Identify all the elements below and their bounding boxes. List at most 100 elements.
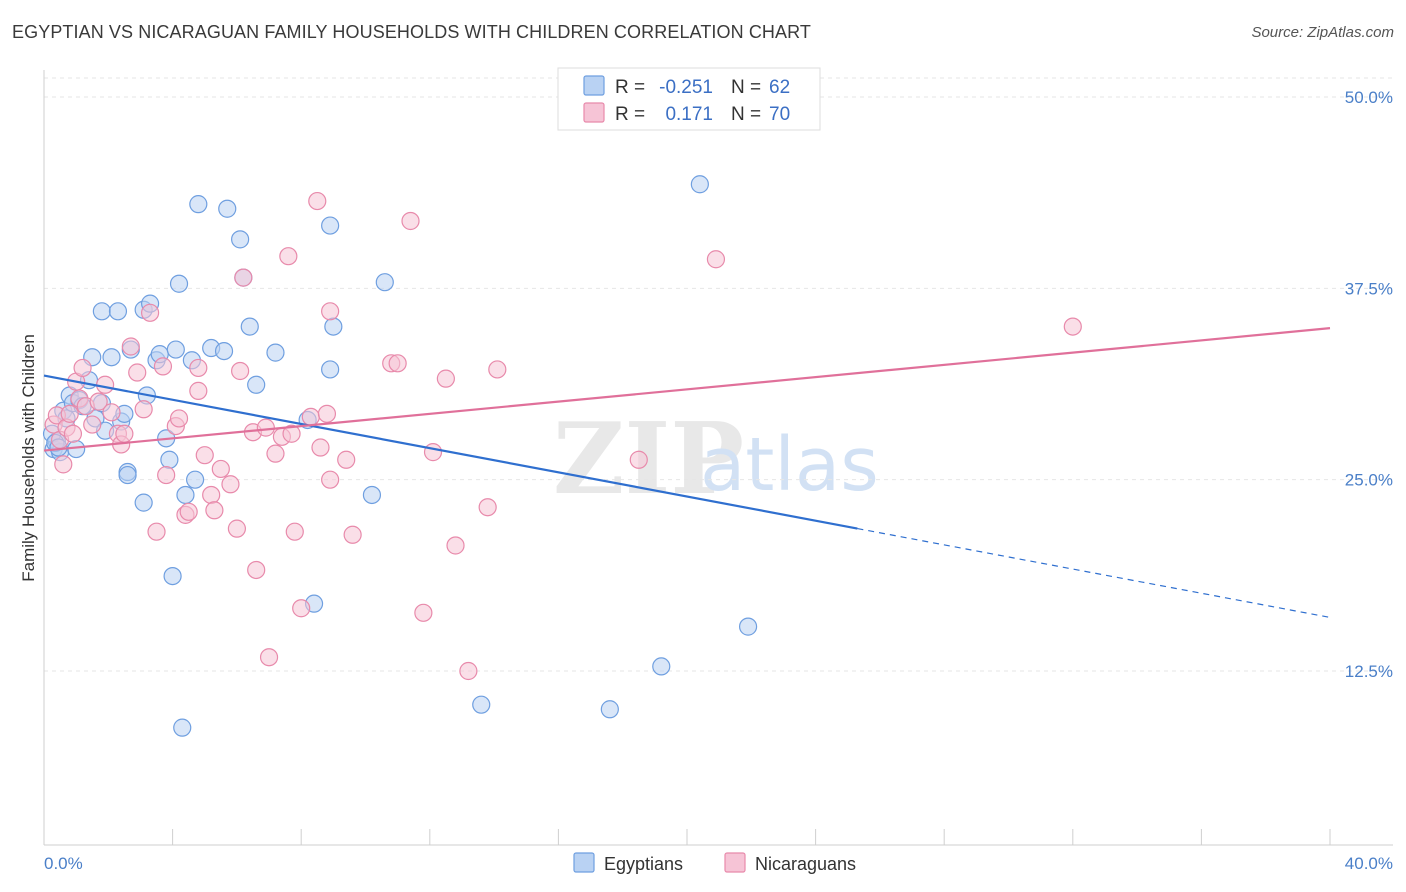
nicaraguans-point bbox=[388, 354, 407, 373]
nicaraguans-point bbox=[73, 358, 92, 378]
y-tick-label: 50.0% bbox=[1345, 88, 1393, 107]
nicaraguans-point bbox=[227, 519, 246, 538]
x-tick-label-min: 0.0% bbox=[44, 854, 83, 873]
nicaraguans-point bbox=[321, 470, 340, 489]
nicaraguans-point bbox=[1063, 317, 1082, 336]
bottom-legend: Egyptians Nicaraguans bbox=[573, 852, 856, 874]
nicaraguans-point bbox=[54, 455, 73, 474]
watermark-zip: ZIP bbox=[553, 402, 744, 517]
nicaraguans-point bbox=[95, 375, 115, 394]
chart-title: EGYPTIAN VS NICARAGUAN FAMILY HOUSEHOLDS… bbox=[12, 22, 811, 42]
nicaraguans-point bbox=[128, 363, 147, 382]
nicaraguans-point bbox=[478, 498, 497, 517]
nicaraguans-point bbox=[169, 409, 189, 428]
nicaraguans-point bbox=[279, 247, 298, 266]
egyptians-point bbox=[690, 175, 709, 194]
nicaraguans-point bbox=[292, 599, 311, 618]
nicaraguans-point bbox=[60, 404, 79, 423]
nicaraguans-point bbox=[179, 502, 198, 521]
bottom-legend-egyptians-label: Egyptians bbox=[604, 854, 683, 874]
correlation-legend: R = -0.251 N = 62 R = 0.171 N = 70 bbox=[557, 67, 821, 131]
egyptians-point bbox=[240, 317, 259, 336]
nicaraguans-point bbox=[153, 357, 173, 376]
legend-egy-r-label: R = bbox=[615, 77, 645, 98]
nicaraguans-point bbox=[211, 459, 230, 479]
nicaraguans-point bbox=[423, 443, 443, 462]
legend-egy-n-value: 62 bbox=[769, 77, 790, 98]
y-tick-labels: 12.5% 25.0% 37.5% 50.0% bbox=[1345, 88, 1393, 681]
nicaraguans-point bbox=[401, 211, 420, 231]
egyptians-point bbox=[231, 230, 250, 249]
legend-nic-n-label: N = bbox=[731, 104, 761, 125]
egyptians-point bbox=[163, 566, 182, 586]
nicaraguans-point bbox=[195, 446, 214, 465]
nicaraguans-point bbox=[147, 522, 166, 541]
egyptians-point bbox=[92, 302, 111, 321]
nicaraguans-point bbox=[459, 661, 478, 681]
nicaraguans-point bbox=[301, 407, 320, 427]
nicaraguans-point bbox=[121, 337, 140, 356]
legend-egyptians-swatch bbox=[583, 75, 605, 96]
egyptians-trend-line bbox=[43, 374, 858, 530]
legend-nic-n-value: 70 bbox=[769, 104, 790, 125]
nicaraguans-point bbox=[337, 450, 356, 469]
y-axis-label: Family Households with Children bbox=[19, 334, 38, 582]
egyptians-point bbox=[247, 375, 266, 394]
egyptians-point bbox=[321, 360, 340, 379]
chart-source: Source: ZipAtlas.com bbox=[1251, 24, 1394, 41]
egyptians-point bbox=[652, 657, 671, 676]
nicaraguans-point bbox=[247, 560, 266, 580]
nicaraguans-point bbox=[231, 361, 250, 381]
nicaraguans-point bbox=[311, 438, 330, 457]
egyptians-point bbox=[375, 273, 394, 292]
nicaraguans-point bbox=[102, 403, 121, 422]
egyptians-point bbox=[472, 695, 491, 714]
egyptians-point bbox=[600, 700, 619, 719]
nicaraguans-point bbox=[321, 302, 340, 321]
legend-egy-r-value: -0.251 bbox=[659, 77, 713, 98]
nicaraguans-point bbox=[488, 360, 507, 379]
nicaraguans-point bbox=[221, 475, 240, 494]
nicaraguans-point bbox=[157, 465, 176, 485]
y-tick-label: 37.5% bbox=[1345, 279, 1393, 298]
egyptians-point bbox=[102, 348, 121, 367]
nicaraguans-point bbox=[308, 191, 327, 211]
nicaraguans-point bbox=[89, 392, 108, 411]
nicaraguans-point bbox=[205, 501, 224, 520]
nicaraguans-point bbox=[414, 603, 433, 622]
nicaraguans-point bbox=[234, 268, 253, 287]
egyptians-point bbox=[321, 216, 340, 235]
egyptians-point bbox=[169, 274, 189, 293]
series-nicaraguans-points bbox=[44, 191, 1082, 681]
nicaraguans-point bbox=[629, 450, 648, 469]
egyptians-point bbox=[118, 465, 137, 485]
nicaraguans-point bbox=[436, 369, 455, 388]
x-tick-label-max: 40.0% bbox=[1345, 854, 1393, 873]
bottom-legend-egyptians-swatch bbox=[573, 852, 595, 873]
egyptians-point bbox=[160, 450, 179, 469]
nicaraguans-point bbox=[140, 303, 160, 322]
watermark-atlas: atlas bbox=[700, 422, 879, 508]
egyptians-point bbox=[134, 493, 153, 512]
egyptians-point bbox=[189, 195, 208, 214]
legend-nic-r-label: R = bbox=[615, 104, 645, 125]
legend-nic-r-value: 0.171 bbox=[665, 104, 713, 125]
nicaraguans-point bbox=[83, 415, 102, 434]
egyptians-point bbox=[166, 340, 185, 359]
nicaraguans-point bbox=[259, 648, 279, 667]
egyptians-point bbox=[108, 302, 128, 321]
egyptians-point bbox=[214, 341, 234, 361]
nicaraguans-point bbox=[63, 424, 83, 443]
nicaraguans-point bbox=[115, 424, 134, 443]
egyptians-point bbox=[738, 617, 758, 636]
nicaraguans-point bbox=[134, 400, 153, 419]
bottom-legend-nicaraguans-label: Nicaraguans bbox=[755, 854, 856, 874]
y-tick-label: 12.5% bbox=[1345, 662, 1393, 681]
nicaraguans-point bbox=[189, 381, 208, 400]
nicaraguans-point bbox=[706, 250, 726, 269]
egyptians-point bbox=[362, 485, 382, 505]
egyptians-trend-line-extension bbox=[857, 527, 1331, 619]
nicaraguans-point bbox=[189, 358, 208, 378]
nicaraguans-point bbox=[285, 522, 304, 541]
